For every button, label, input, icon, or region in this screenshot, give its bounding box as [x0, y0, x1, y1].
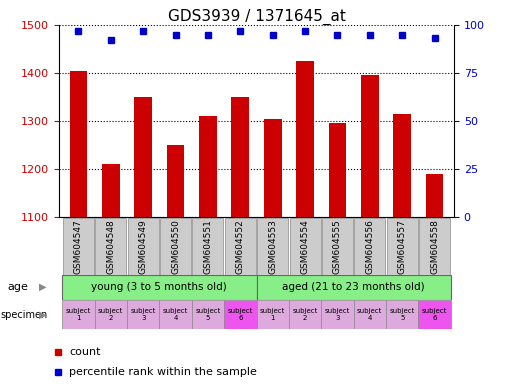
- Text: GSM604547: GSM604547: [74, 219, 83, 274]
- Text: aged (21 to 23 months old): aged (21 to 23 months old): [282, 282, 425, 292]
- Text: subject
2: subject 2: [98, 308, 124, 321]
- Bar: [322, 218, 353, 275]
- Text: subject
5: subject 5: [389, 308, 415, 321]
- Text: GSM604549: GSM604549: [139, 219, 148, 274]
- Bar: [296, 61, 314, 217]
- Bar: [225, 218, 256, 275]
- Bar: [264, 119, 282, 217]
- Bar: [387, 218, 418, 275]
- Bar: [128, 218, 159, 275]
- Text: percentile rank within the sample: percentile rank within the sample: [69, 366, 257, 377]
- Bar: [63, 218, 94, 275]
- Text: GSM604548: GSM604548: [106, 219, 115, 274]
- Bar: [70, 71, 87, 217]
- Bar: [160, 218, 191, 275]
- Bar: [134, 97, 152, 217]
- Text: GSM604555: GSM604555: [333, 219, 342, 274]
- Text: subject
6: subject 6: [228, 308, 253, 321]
- Text: subject
4: subject 4: [357, 308, 383, 321]
- Bar: [386, 300, 419, 329]
- Text: subject
2: subject 2: [292, 308, 318, 321]
- Bar: [102, 164, 120, 217]
- Bar: [160, 300, 192, 329]
- Bar: [289, 300, 321, 329]
- Bar: [321, 300, 353, 329]
- Text: ▶: ▶: [39, 282, 46, 292]
- Bar: [192, 218, 224, 275]
- Bar: [167, 145, 185, 217]
- Bar: [256, 300, 289, 329]
- Bar: [289, 218, 321, 275]
- Bar: [256, 275, 451, 300]
- Text: subject
3: subject 3: [130, 308, 156, 321]
- Text: subject
6: subject 6: [422, 308, 447, 321]
- Text: GSM604553: GSM604553: [268, 219, 277, 274]
- Text: age: age: [8, 282, 29, 292]
- Title: GDS3939 / 1371645_at: GDS3939 / 1371645_at: [168, 9, 345, 25]
- Text: GSM604554: GSM604554: [301, 219, 309, 274]
- Bar: [224, 300, 256, 329]
- Text: GSM604557: GSM604557: [398, 219, 407, 274]
- Text: GSM604556: GSM604556: [365, 219, 374, 274]
- Text: subject
1: subject 1: [66, 308, 91, 321]
- Bar: [62, 300, 94, 329]
- Bar: [257, 218, 288, 275]
- Bar: [328, 123, 346, 217]
- Bar: [199, 116, 217, 217]
- Bar: [127, 300, 160, 329]
- Bar: [192, 300, 224, 329]
- Text: count: count: [69, 347, 101, 358]
- Text: GSM604551: GSM604551: [204, 219, 212, 274]
- Text: subject
3: subject 3: [325, 308, 350, 321]
- Text: specimen: specimen: [1, 310, 48, 320]
- Text: GSM604550: GSM604550: [171, 219, 180, 274]
- Bar: [419, 300, 451, 329]
- Bar: [95, 218, 126, 275]
- Bar: [426, 174, 443, 217]
- Bar: [353, 300, 386, 329]
- Bar: [361, 75, 379, 217]
- Text: subject
1: subject 1: [260, 308, 285, 321]
- Text: GSM604552: GSM604552: [236, 219, 245, 274]
- Text: subject
5: subject 5: [195, 308, 221, 321]
- Text: young (3 to 5 months old): young (3 to 5 months old): [91, 282, 227, 292]
- Bar: [94, 300, 127, 329]
- Text: subject
4: subject 4: [163, 308, 188, 321]
- Bar: [419, 218, 450, 275]
- Bar: [231, 97, 249, 217]
- Text: GSM604558: GSM604558: [430, 219, 439, 274]
- Bar: [354, 218, 385, 275]
- Bar: [62, 275, 256, 300]
- Text: ▶: ▶: [39, 310, 46, 320]
- Bar: [393, 114, 411, 217]
